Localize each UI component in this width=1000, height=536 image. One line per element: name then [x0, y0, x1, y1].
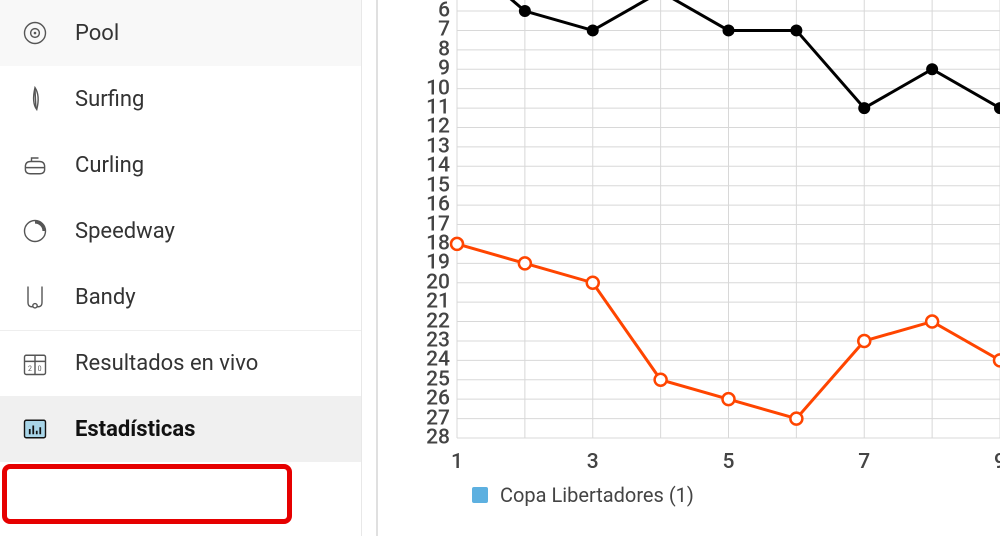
x-tick-label: 7: [858, 450, 870, 474]
stats-icon: [20, 414, 50, 444]
sidebar-item-label: Speedway: [75, 219, 175, 244]
sidebar-item-label: Bandy: [75, 285, 136, 310]
chart-legend: Copa Libertadores (1): [472, 483, 694, 507]
curling-icon: [20, 150, 50, 180]
sports-sidebar: Pool Surfing Curling Speedway Bandy 20 R…: [0, 0, 362, 536]
sidebar-item-surfing[interactable]: Surfing: [0, 66, 361, 132]
sidebar-item-pool[interactable]: Pool: [0, 0, 361, 66]
sidebar-item-label: Curling: [75, 153, 144, 178]
y-tick-label: 28: [426, 428, 450, 449]
calendar-icon: 20: [20, 349, 50, 379]
bandy-icon: [20, 282, 50, 312]
panel-divider: [376, 0, 378, 536]
chart-canvas: [382, 0, 1000, 536]
pool-icon: [20, 18, 50, 48]
x-tick-label: 9: [994, 450, 1000, 474]
sidebar-item-curling[interactable]: Curling: [0, 132, 361, 198]
x-tick-label: 1: [451, 450, 463, 474]
sidebar-item-label: Estadísticas: [75, 417, 195, 442]
position-chart: 6789101112131415161718192021222324252627…: [382, 0, 1000, 536]
speedway-icon: [20, 216, 50, 246]
x-tick-label: 3: [587, 450, 599, 474]
sidebar-item-label: Resultados en vivo: [75, 351, 258, 376]
x-tick-label: 5: [723, 450, 735, 474]
sidebar-item-statistics[interactable]: Estadísticas: [0, 396, 361, 462]
svg-text:2: 2: [28, 365, 32, 373]
sidebar-item-label: Pool: [75, 21, 119, 46]
legend-swatch: [472, 487, 488, 503]
sidebar-item-bandy[interactable]: Bandy: [0, 264, 361, 330]
sidebar-item-live-results[interactable]: 20 Resultados en vivo: [0, 330, 361, 396]
sidebar-item-label: Surfing: [75, 87, 144, 112]
sidebar-item-speedway[interactable]: Speedway: [0, 198, 361, 264]
surfing-icon: [20, 84, 50, 114]
legend-label: Copa Libertadores (1): [500, 483, 694, 507]
svg-text:0: 0: [38, 365, 42, 373]
